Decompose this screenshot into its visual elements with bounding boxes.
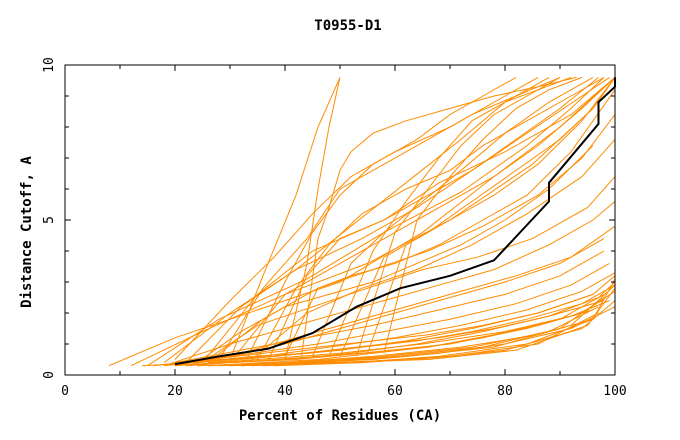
highlight-layer: [174, 77, 616, 366]
y-axis-label: Distance Cutoff, A: [19, 156, 35, 308]
series-line-24: [163, 201, 616, 367]
series-line-43: [141, 284, 616, 367]
series-line-41: [152, 293, 594, 367]
series-line-29: [218, 281, 616, 364]
highlight-series-line: [174, 77, 616, 366]
x-tick-label: 60: [387, 384, 403, 399]
series-line-15: [312, 76, 594, 357]
series-layer: [108, 76, 616, 367]
series-line-1: [108, 77, 616, 367]
series-line-26: [185, 262, 610, 364]
series-line-11: [257, 76, 605, 360]
series-line-25: [174, 250, 605, 364]
series-line-47: [185, 225, 616, 367]
series-line-14: [301, 76, 577, 357]
series-line-40: [273, 312, 599, 367]
series-line-19: [367, 77, 616, 354]
series-line-18: [356, 76, 561, 357]
series-line-20: [383, 76, 583, 354]
series-line-45: [240, 306, 616, 367]
series-line-13: [284, 77, 341, 360]
series-line-50: [251, 139, 616, 360]
y-tick-label: 0: [42, 371, 57, 379]
x-tick-label: 20: [167, 384, 183, 399]
series-line-3: [147, 77, 605, 367]
series-line-28: [207, 275, 616, 364]
series-line-49: [207, 114, 616, 363]
series-line-8: [218, 76, 561, 360]
series-line-12: [268, 77, 599, 360]
series-line-46: [174, 238, 605, 367]
y-tick-label: 5: [42, 216, 57, 224]
x-axis-label: Percent of Residues (CA): [239, 408, 441, 424]
y-tick-label: 10: [42, 57, 57, 73]
series-line-16: [328, 76, 572, 357]
series-line-21: [229, 77, 341, 360]
series-line-44: [207, 309, 594, 367]
chart-title: T0955-D1: [314, 18, 381, 34]
x-tick-label: 40: [277, 384, 293, 399]
x-tick-label: 0: [61, 384, 69, 399]
series-line-7: [202, 77, 616, 363]
ticks-layer: 0 20 40 60 80 100 0 5 10: [42, 57, 627, 399]
series-line-23: [202, 176, 616, 364]
series-line-5: [174, 76, 539, 360]
x-tick-label: 100: [603, 384, 626, 399]
x-tick-label: 80: [497, 384, 513, 399]
